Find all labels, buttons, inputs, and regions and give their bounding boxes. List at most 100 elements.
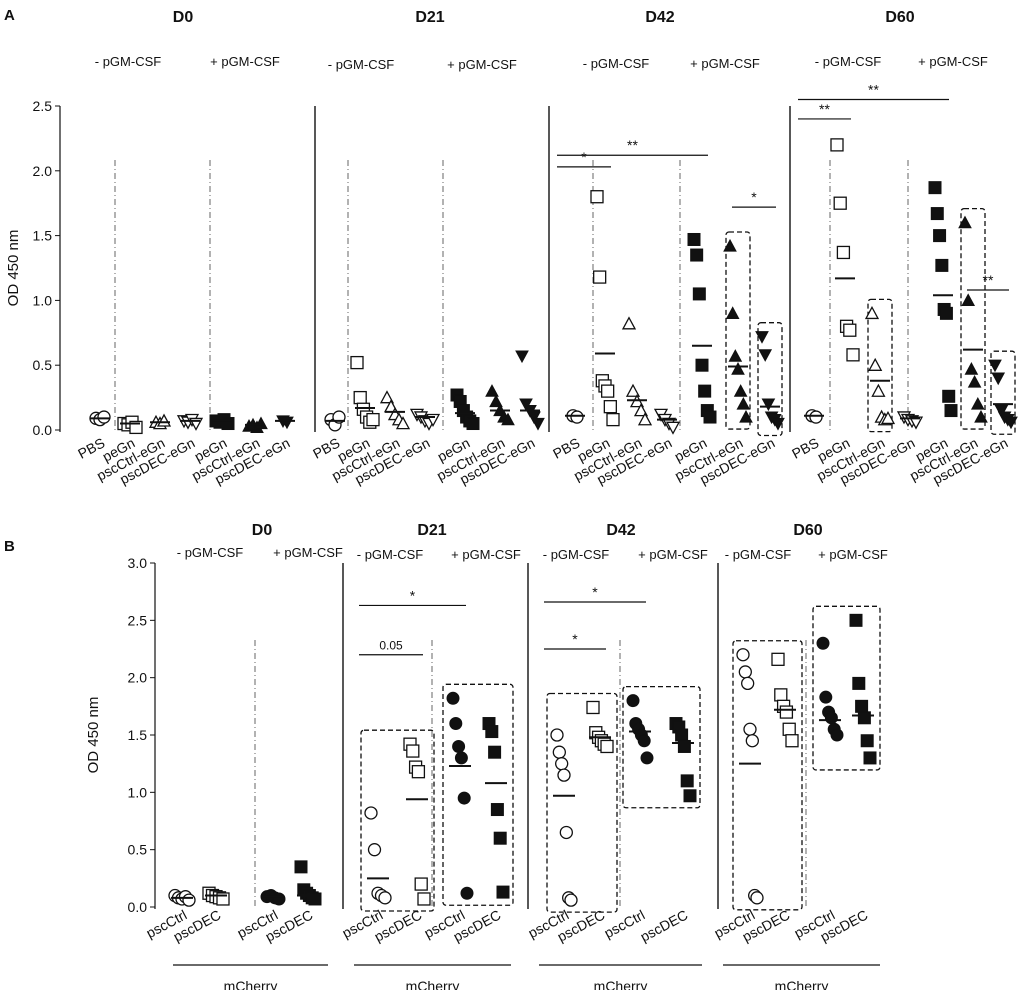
panel-a-significance-label: *: [751, 189, 757, 205]
panel-a-data-point: [703, 410, 717, 424]
panel-a-data-point: [974, 409, 988, 423]
panel-a-plot: 0.0 0.5 1.0 1.5 2.0 2.5 OD 450 nm D0 - pGM-CSF + …: [5, 9, 1018, 487]
panel-a-group-2: [621, 316, 653, 426]
panel-a-timepoint-title: D60: [885, 9, 914, 26]
panel-b-group-3: [294, 860, 322, 906]
panel-a-data-point: [739, 409, 753, 423]
panel-b-highlight-box: [360, 729, 435, 912]
panel-a-data-point: [944, 404, 958, 418]
panel-a-category-label: PBS: [789, 435, 821, 462]
panel-a-timepoint-title: D21: [415, 9, 444, 26]
panel-a-data-point: [933, 229, 947, 243]
panel-a-group-4: [450, 388, 480, 431]
panel-a-pos-gmcsf-label: + pGM-CSF: [447, 57, 517, 72]
panel-b-data-point: [378, 891, 392, 905]
panel-a-y-tick-label: 1.5: [33, 228, 53, 244]
panel-a-group-4: [928, 181, 958, 418]
panel-b-y-tick-label: 1.5: [128, 727, 148, 743]
panel-a-significance-label: **: [819, 101, 830, 117]
panel-a-data-point: [590, 190, 604, 204]
panel-a-data-point: [621, 316, 637, 330]
panel-b-y-tick-label: 3.0: [128, 555, 148, 571]
panel-b-data-point: [564, 893, 578, 907]
panel-b-neg-gmcsf-label: - pGM-CSF: [543, 547, 610, 562]
panel-b-plot: 0.0 0.5 1.0 1.5 2.0 2.5 3.0 OD 450 nm D0 - pGM-CS…: [85, 522, 888, 990]
panel-b-label: B: [4, 538, 15, 555]
panel-a-timepoint-d60: D60- pGM-CSF + pGM-CSF******PBSpeGnpscCtr…: [789, 9, 1018, 487]
panel-a-data-point: [527, 411, 541, 425]
panel-a-significance-label: **: [868, 82, 879, 98]
panel-a-data-point: [991, 372, 1006, 386]
panel-a-timepoint-d0: D0- pGM-CSF + pGM-CSFPBSpeGnpscCtrl-eGnps…: [75, 9, 295, 487]
panel-a-data-point: [379, 390, 395, 404]
panel-b-data-point: [824, 711, 838, 725]
panel-b-significance-label: 0.05: [379, 639, 403, 653]
panel-a-timepoint-title: D42: [645, 9, 674, 26]
panel-a-data-point: [515, 350, 529, 364]
panel-b-data-point: [680, 774, 694, 788]
panel-a-group-6: [988, 359, 1018, 430]
panel-a-data-point: [771, 417, 785, 431]
panel-a-group-5: [485, 384, 515, 426]
panel-a-group-4: [209, 413, 235, 431]
panel-a-data-point: [489, 394, 503, 408]
panel-a-timepoint-d21: D21- pGM-CSF + pGM-CSFPBSpeGnpscCtrl-eGnp…: [310, 9, 545, 487]
panel-a-highlight-box: [867, 298, 893, 433]
panel-b-neg-gmcsf-label: - pGM-CSF: [177, 545, 244, 560]
panel-a-data-point: [221, 417, 235, 431]
panel-b-data-point: [683, 789, 697, 803]
panel-a-data-point: [846, 348, 860, 362]
panel-a-data-point: [939, 306, 953, 320]
panel-b-data-point: [294, 860, 308, 874]
panel-b-group-0: [550, 728, 578, 907]
panel-b-data-point: [675, 728, 689, 742]
panel-a-group-5: [958, 215, 988, 423]
panel-a-data-point: [988, 359, 1002, 373]
panel-a-significance-label: **: [983, 272, 994, 288]
panel-a-data-point: [466, 417, 480, 431]
panel-a-y-tick-label: 0.5: [33, 357, 53, 373]
panel-a-data-point: [395, 416, 411, 430]
panel-b-group-3: [669, 717, 697, 803]
panel-a-data-point: [833, 196, 847, 210]
panel-a-data-point: [725, 306, 740, 319]
panel-b-data-point: [586, 700, 600, 715]
panel-a-data-point: [603, 400, 617, 414]
panel-b-data-point: [485, 725, 499, 739]
panel-b-y-tick-label: 0.0: [128, 899, 148, 915]
panel-a-data-point: [733, 384, 748, 397]
panel-b-data-point: [364, 806, 378, 820]
panel-b-data-point: [557, 768, 571, 782]
panel-b-data-point: [550, 728, 564, 742]
panel-a-data-point: [809, 410, 823, 424]
panel-a-data-point: [350, 355, 364, 370]
panel-a-pos-gmcsf-label: + pGM-CSF: [210, 54, 280, 69]
panel-a-data-point: [728, 349, 743, 362]
panel-a-group-1: [117, 415, 143, 435]
panel-a-data-point: [836, 245, 851, 260]
panel-b-y-tick-label: 2.0: [128, 670, 148, 686]
panel-a-data-point: [665, 421, 681, 435]
panel-b-group-2: [626, 694, 654, 765]
panel-a-data-point: [570, 410, 584, 424]
panel-a-data-point: [97, 410, 111, 424]
panel-b-data-point: [860, 734, 874, 748]
panel-a-data-point: [687, 232, 701, 246]
panel-a-data-point: [736, 397, 751, 410]
panel-b-group-1: [403, 737, 431, 906]
panel-b-y-tick-label: 0.5: [128, 842, 148, 858]
panel-a-data-point: [868, 357, 883, 371]
panel-a-data-point: [692, 287, 706, 301]
panel-a-timepoint-d42: D42- pGM-CSF + pGM-CSF****PBSpeGnpscCtrl-…: [548, 9, 785, 487]
panel-a-group-2: [379, 390, 411, 430]
panel-a-group-0: [324, 410, 346, 432]
panel-b-data-point: [745, 734, 759, 748]
panel-b-y-tick-label: 1.0: [128, 784, 148, 800]
panel-b-data-point: [863, 751, 877, 765]
panel-a-group-1: [350, 355, 380, 429]
panel-b-neg-gmcsf-label: - pGM-CSF: [725, 547, 792, 562]
panel-a-y-axis-title: OD 450 nm: [5, 230, 22, 307]
panel-a-data-point: [830, 138, 844, 152]
